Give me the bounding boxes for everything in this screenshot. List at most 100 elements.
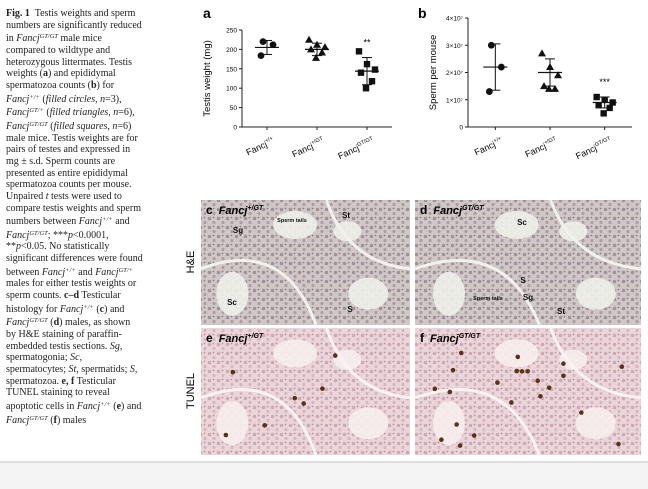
caption-text: e	[116, 401, 122, 412]
data-point	[368, 78, 376, 85]
caption-text: by H&E staining of paraffin-	[6, 329, 122, 341]
tubule-lumen	[494, 211, 539, 239]
apoptotic-cell	[561, 373, 566, 379]
caption-line: spermatozoa counts per mouse.	[6, 179, 196, 191]
caption-text: Sg	[109, 340, 120, 352]
data-point	[259, 38, 267, 46]
caption-line: pairs of testes and expressed in	[6, 144, 196, 156]
caption-line: weights (a) and epididymal	[6, 68, 196, 80]
category-superscript: +/GT	[310, 135, 324, 146]
caption-text: St	[68, 364, 77, 376]
caption-text: t	[45, 190, 49, 202]
cell-type-label: St	[557, 307, 565, 316]
data-point	[600, 110, 607, 117]
apoptotic-cell	[223, 432, 229, 438]
caption-line: males for either testis weights or	[6, 278, 196, 290]
caption-text: p	[16, 241, 21, 253]
caption-text: GT/+	[118, 266, 134, 274]
caption-text: S	[129, 364, 135, 376]
tubule-lumen	[432, 271, 465, 316]
caption-text: c–d	[64, 290, 80, 302]
caption-text: ) males	[56, 414, 87, 426]
panel-letter: c	[206, 203, 213, 217]
caption-text: spermatogonia;	[6, 352, 71, 364]
row-label: H&E	[185, 251, 197, 274]
caption-line: heterozygous littermates. Testis	[6, 57, 196, 69]
caption-text: GT/GT	[29, 414, 48, 422]
apoptotic-cell	[515, 354, 521, 360]
y-tick-label: 100	[226, 86, 237, 93]
panel-letter: a	[203, 5, 211, 21]
caption-text: weights (	[6, 68, 43, 80]
caption-text: heterozygous littermates. Testis	[6, 56, 133, 68]
caption-text: n	[112, 120, 118, 132]
genotype-superscript: GT/GT	[459, 333, 481, 340]
panel-title: e Fancj+/GT	[206, 331, 264, 345]
data-point	[269, 41, 277, 49]
y-axis-label: Testis weight (mg)	[202, 40, 213, 117]
tubule-boundary	[200, 327, 411, 456]
caption-text: compare testis weights and sperm	[6, 202, 141, 214]
caption-text: apoptotic cells in	[6, 401, 77, 412]
tubule-lumen	[348, 407, 389, 440]
apoptotic-cell	[458, 350, 464, 356]
y-axis-label: Sperm per mouse	[428, 35, 439, 111]
caption-text: pairs of testes and expressed in	[6, 144, 131, 156]
tubule-lumen	[575, 407, 616, 440]
caption-line: male mice. Testis weights are for	[6, 133, 196, 145]
caption-text: (	[47, 120, 54, 132]
cell-type-label: Sc	[227, 298, 237, 307]
y-tick-label: 1×10⁷	[446, 97, 464, 104]
data-point	[357, 69, 365, 76]
caption-line: FancjGT/GT; ***p<0.0001,	[6, 228, 196, 242]
caption-line: apoptotic cells in Fancj+/+ (e) and	[6, 399, 196, 413]
x-tick-label: Fancj+/GT	[523, 135, 559, 159]
x-tick-label: FancjGT/GT	[336, 135, 376, 161]
caption-text: numbers are significantly reduced	[6, 19, 142, 31]
genotype-superscript: GT/GT	[462, 205, 484, 212]
caption-text: filled squares	[53, 120, 108, 132]
data-point	[540, 82, 548, 90]
caption-text: GT/GT	[39, 33, 59, 41]
caption-text: males for either testis weights or	[6, 278, 137, 290]
apoptotic-cell	[619, 364, 625, 370]
panel-title: d FancjGT/GT	[420, 203, 484, 217]
tubule-lumen	[348, 277, 389, 310]
apoptotic-cell	[454, 422, 459, 427]
cell-type-label: S	[347, 305, 353, 314]
caption-text: =6),	[118, 107, 135, 119]
x-tick-label: Fancj+/GT	[290, 135, 326, 159]
apoptotic-cell	[509, 400, 514, 405]
caption-text: histology for	[6, 303, 60, 315]
apoptotic-cell	[546, 385, 552, 391]
caption-text: (	[110, 401, 117, 412]
y-tick-label: 250	[226, 28, 237, 35]
caption-line: FancjGT/GT (f) males	[6, 413, 196, 427]
caption-text: ) and epididymal	[47, 68, 116, 80]
caption-text: GT/GT	[29, 317, 48, 325]
caption-text: <0.05. No statistically	[21, 241, 110, 253]
genotype-superscript: +/GT	[247, 205, 263, 212]
caption-text: Fancj	[59, 303, 84, 315]
cell-type-label: Sc	[517, 218, 527, 227]
tubule-lumen	[273, 339, 318, 368]
caption-text: filled circles	[45, 93, 96, 105]
caption-text: (	[47, 414, 54, 426]
cell-type-label: Sg	[523, 293, 533, 302]
caption-line: numbers are significantly reduced	[6, 20, 196, 32]
apoptotic-cell	[525, 368, 531, 374]
caption-text: ) and	[121, 401, 142, 412]
cell-type-label: Sperm tails	[277, 218, 307, 224]
caption-text: numbers between	[6, 216, 79, 228]
caption-line: spermatogonia; Sc,	[6, 352, 196, 364]
data-point	[257, 52, 265, 60]
caption-text: mg ± s.d. Sperm counts are	[6, 155, 116, 167]
apoptotic-cell	[535, 378, 540, 384]
caption-text: ,	[79, 352, 83, 364]
caption-text: Testicular	[79, 290, 121, 302]
apoptotic-cell	[447, 389, 453, 395]
caption-text: Fancj	[41, 266, 66, 278]
significance-label: ***	[599, 77, 610, 87]
caption-text: spermatozoa.	[6, 375, 62, 387]
cell-type-label: St	[342, 211, 350, 220]
